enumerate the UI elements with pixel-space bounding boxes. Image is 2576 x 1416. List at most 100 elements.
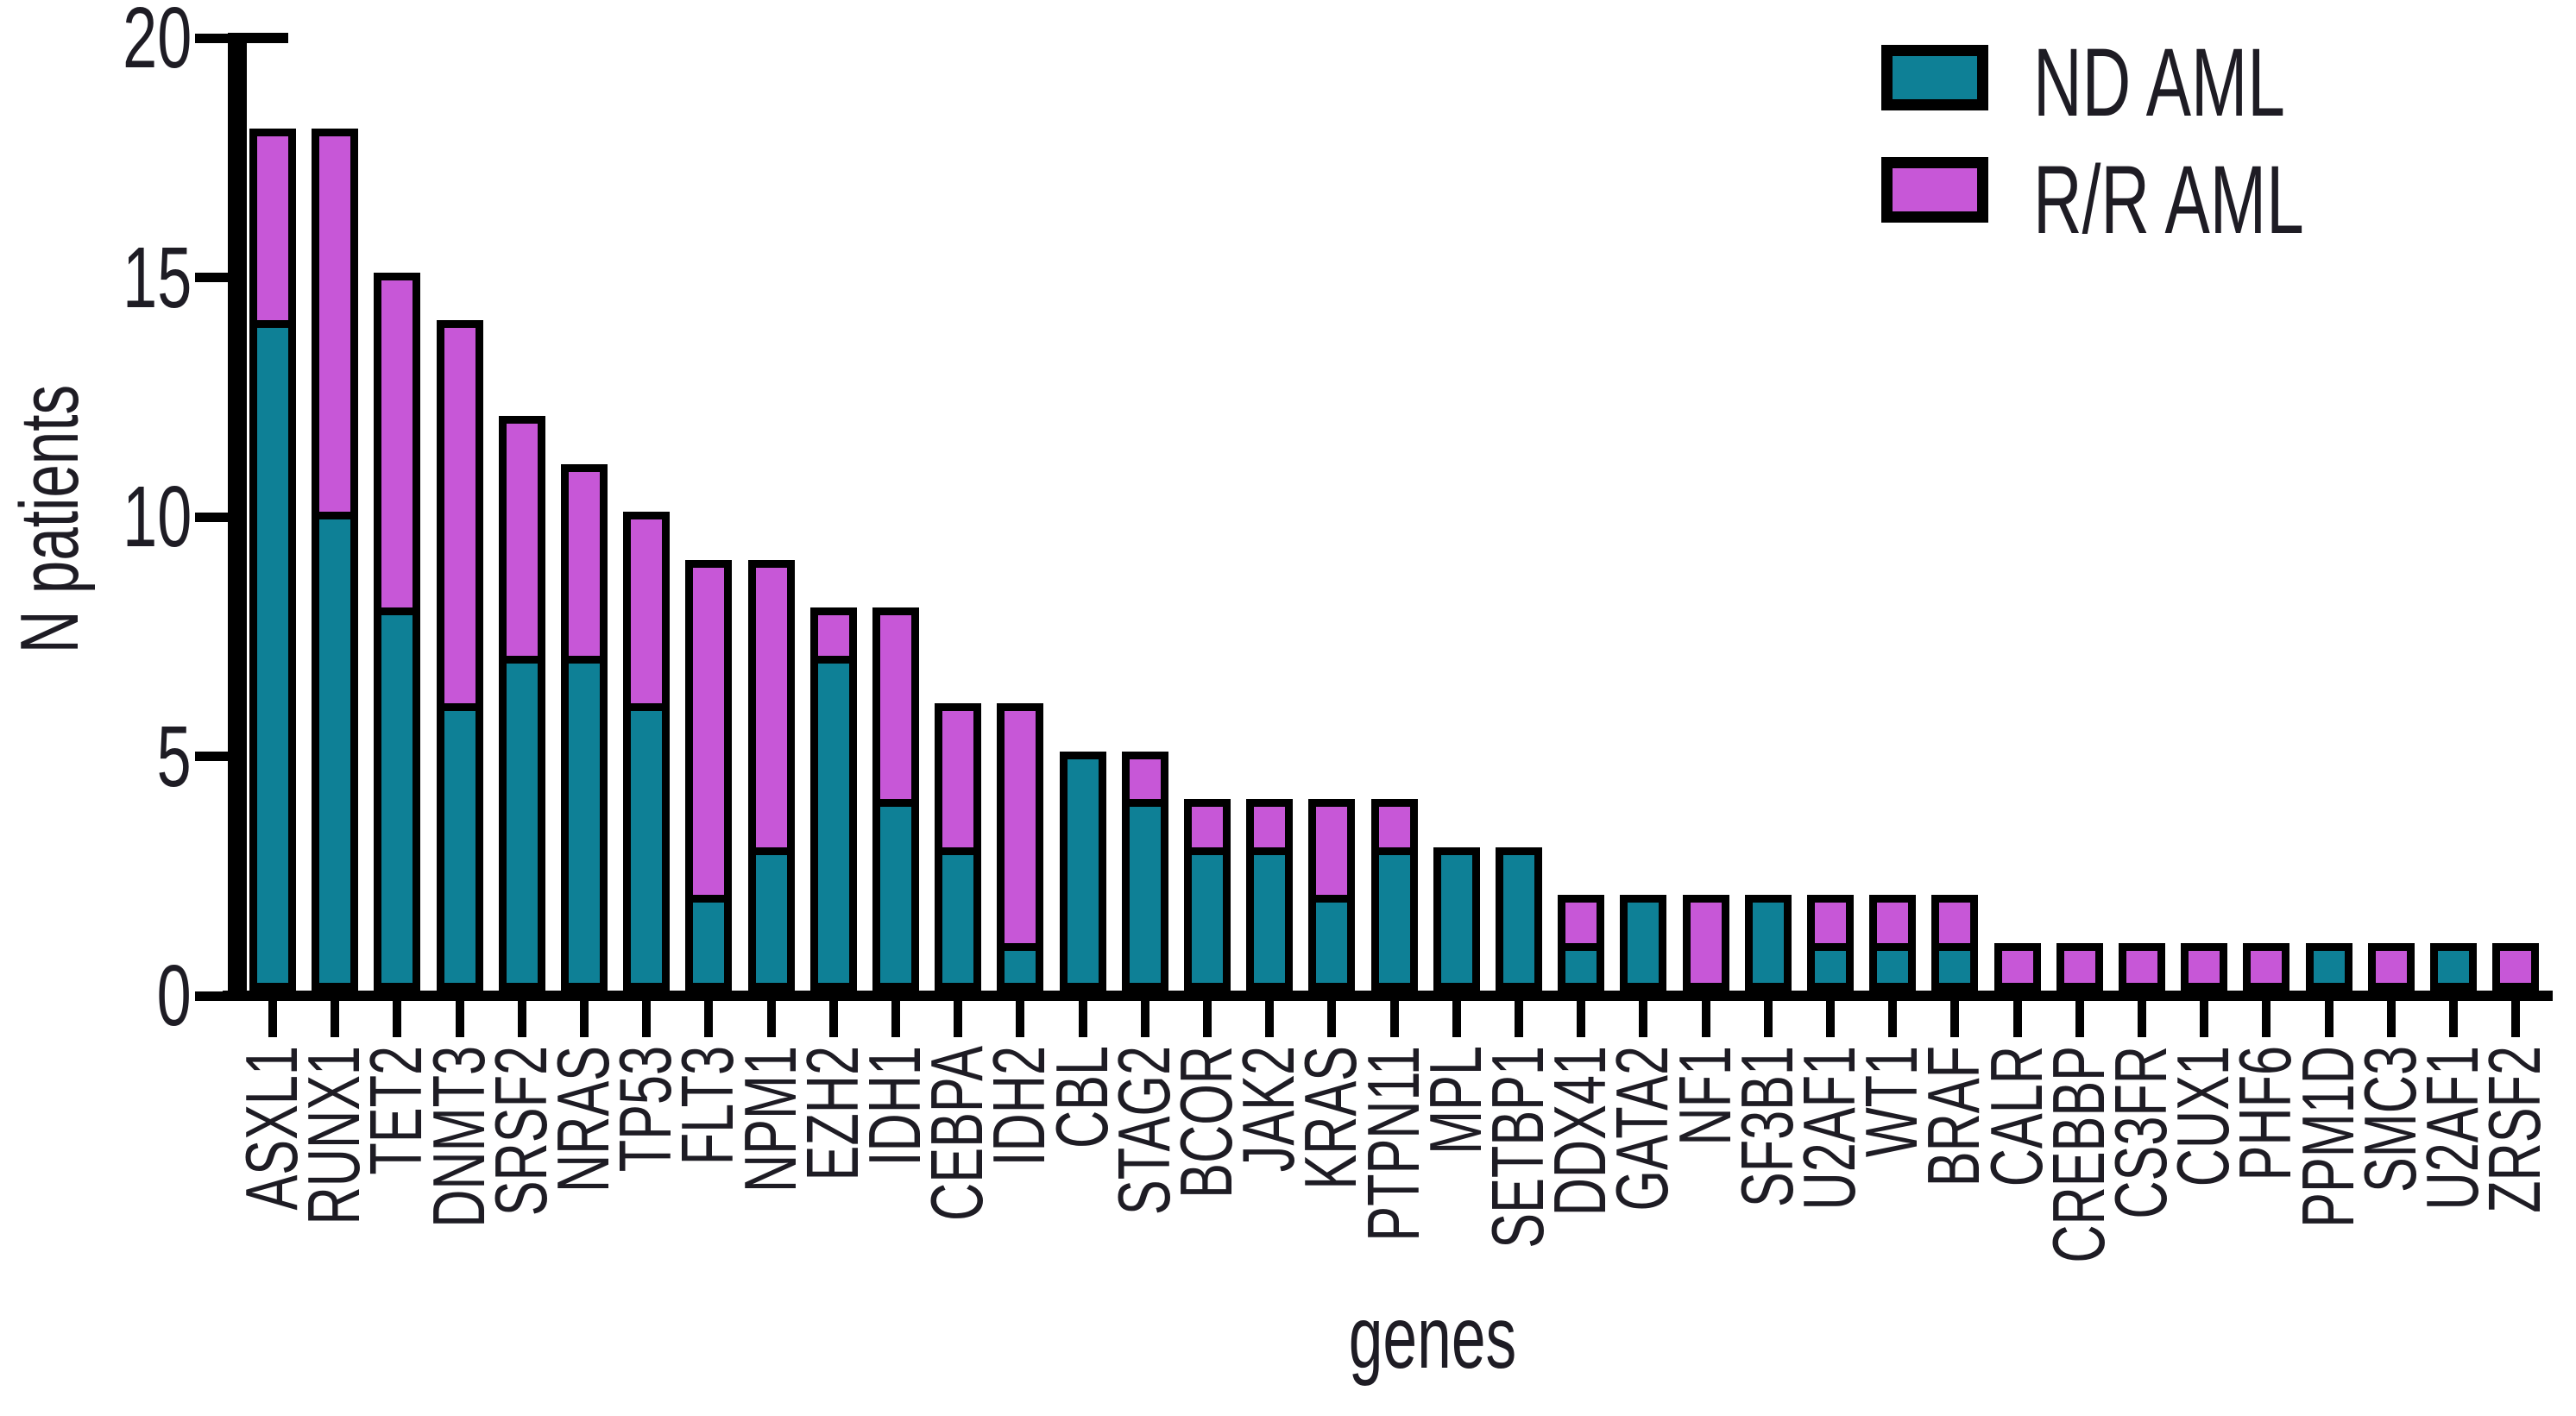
- bar-U2AF1-nd-segment: [2430, 942, 2477, 991]
- x-tick-mark: [1452, 1001, 1461, 1037]
- x-tick-mark: [331, 1001, 340, 1037]
- bar-PPM1D-nd-segment: [2305, 942, 2352, 991]
- y-tick-label-text: 15: [122, 229, 192, 326]
- y-tick-label: 10: [0, 465, 192, 569]
- x-tick-mark: [2138, 1001, 2146, 1037]
- x-tick-mark: [1826, 1001, 1835, 1037]
- bar-EZH2-nd-segment: [809, 655, 857, 991]
- bar-ASXL1-rr-segment: [249, 129, 296, 320]
- legend-swatch-nd-aml: [1881, 45, 1988, 110]
- bar-RUNX1-rr-segment: [312, 129, 359, 512]
- bar-WT1-nd-segment: [1869, 942, 1917, 991]
- x-axis-baseline: [223, 991, 2553, 1001]
- x-tick-mark: [1078, 1001, 1087, 1037]
- x-tick-mark: [2075, 1001, 2084, 1037]
- x-tick-mark: [1265, 1001, 1275, 1037]
- y-tick-mark: [195, 273, 247, 282]
- bar-TET2-rr-segment: [374, 272, 421, 607]
- x-tick-mark: [1203, 1001, 1212, 1037]
- bar-TET2-nd-segment: [374, 607, 421, 991]
- x-tick-mark: [517, 1001, 526, 1037]
- y-tick-label-text: 20: [122, 0, 192, 86]
- x-tick-mark: [1888, 1001, 1898, 1037]
- x-tick-mark: [455, 1001, 464, 1037]
- bar-U2AF1-nd-segment: [1807, 942, 1854, 991]
- x-tick-mark: [1701, 1001, 1710, 1037]
- bar-STAG2-nd-segment: [1121, 799, 1168, 991]
- bar-CUX1-rr-segment: [2181, 942, 2228, 991]
- bar-CS3FR-rr-segment: [2119, 942, 2165, 991]
- bar-NF1-rr-segment: [1682, 895, 1729, 991]
- bar-NRAS-nd-segment: [561, 655, 608, 991]
- y-tick-mark: [195, 512, 247, 522]
- bar-IDH1-rr-segment: [872, 607, 919, 799]
- bar-SRSF2-rr-segment: [498, 416, 545, 656]
- x-tick-mark: [1577, 1001, 1586, 1037]
- bar-BRAF-rr-segment: [1931, 895, 1979, 943]
- x-tick-mark: [1950, 1001, 1960, 1037]
- bar-GATA2-nd-segment: [1620, 895, 1667, 991]
- x-tick-mark: [891, 1001, 900, 1037]
- y-tick-mark: [195, 752, 247, 761]
- bar-U2AF1-rr-segment: [1807, 895, 1854, 943]
- bar-BCOR-rr-segment: [1184, 799, 1231, 847]
- bar-CBL-nd-segment: [1059, 751, 1106, 991]
- bar-PTPN11-rr-segment: [1370, 799, 1418, 847]
- x-tick-mark: [1327, 1001, 1337, 1037]
- x-tick-mark: [2262, 1001, 2271, 1037]
- x-tick-mark: [580, 1001, 589, 1037]
- y-tick-label: 15: [0, 226, 192, 330]
- y-tick-mark: [195, 33, 247, 43]
- bar-CEBPA-nd-segment: [935, 846, 982, 991]
- y-tick-label: 20: [0, 0, 192, 90]
- bar-EZH2-rr-segment: [809, 607, 857, 656]
- x-tick-mark: [642, 1001, 652, 1037]
- bar-TP53-nd-segment: [623, 703, 671, 991]
- x-axis-title-text: genes: [1348, 1288, 1517, 1387]
- bar-ZRSF2-rr-segment: [2492, 942, 2540, 991]
- x-category-label-text: ZRSF2: [2474, 1046, 2557, 1213]
- legend-label-nd-aml: ND AML: [2033, 28, 2285, 136]
- bar-NPM1-nd-segment: [747, 846, 795, 991]
- bar-SF3B1-nd-segment: [1744, 895, 1792, 991]
- x-tick-mark: [2200, 1001, 2209, 1037]
- bar-IDH2-nd-segment: [997, 942, 1044, 991]
- bar-PHF6-rr-segment: [2243, 942, 2290, 991]
- x-tick-mark: [268, 1001, 277, 1037]
- y-tick-label-text: 5: [156, 708, 192, 805]
- bar-DDX41-nd-segment: [1558, 942, 1605, 991]
- bar-DNMT3-nd-segment: [436, 703, 483, 991]
- x-tick-mark: [1763, 1001, 1773, 1037]
- bar-DDX41-rr-segment: [1558, 895, 1605, 943]
- x-axis-title: genes: [1001, 1290, 1864, 1412]
- legend-swatch-rr-aml: [1881, 157, 1988, 223]
- y-tick-label: 0: [0, 944, 192, 1048]
- y-axis-title: N patients: [3, 385, 96, 758]
- bar-IDH2-rr-segment: [997, 703, 1044, 943]
- bar-DNMT3-rr-segment: [436, 320, 483, 703]
- x-tick-mark: [1389, 1001, 1399, 1037]
- x-tick-mark: [828, 1001, 838, 1037]
- bar-KRAS-rr-segment: [1308, 799, 1356, 895]
- x-tick-mark: [954, 1001, 963, 1037]
- bar-BCOR-nd-segment: [1184, 846, 1231, 991]
- x-tick-mark: [766, 1001, 776, 1037]
- x-tick-mark: [2449, 1001, 2458, 1037]
- bar-WT1-rr-segment: [1869, 895, 1917, 943]
- bar-PTPN11-nd-segment: [1370, 846, 1418, 991]
- legend-label-rr-aml: R/R AML: [2033, 146, 2304, 254]
- bar-SETBP1-nd-segment: [1496, 846, 1542, 991]
- bar-JAK2-rr-segment: [1246, 799, 1294, 847]
- x-tick-mark: [1016, 1001, 1025, 1037]
- y-tick-label: 5: [0, 705, 192, 809]
- x-tick-mark: [1515, 1001, 1523, 1037]
- bar-SMC3-rr-segment: [2367, 942, 2415, 991]
- bar-FLT3-rr-segment: [685, 559, 733, 895]
- bar-STAG2-rr-segment: [1121, 751, 1168, 799]
- x-tick-mark: [704, 1001, 714, 1037]
- y-tick-mark: [195, 991, 247, 1001]
- bar-BRAF-nd-segment: [1931, 942, 1979, 991]
- bar-CEBPA-rr-segment: [935, 703, 982, 847]
